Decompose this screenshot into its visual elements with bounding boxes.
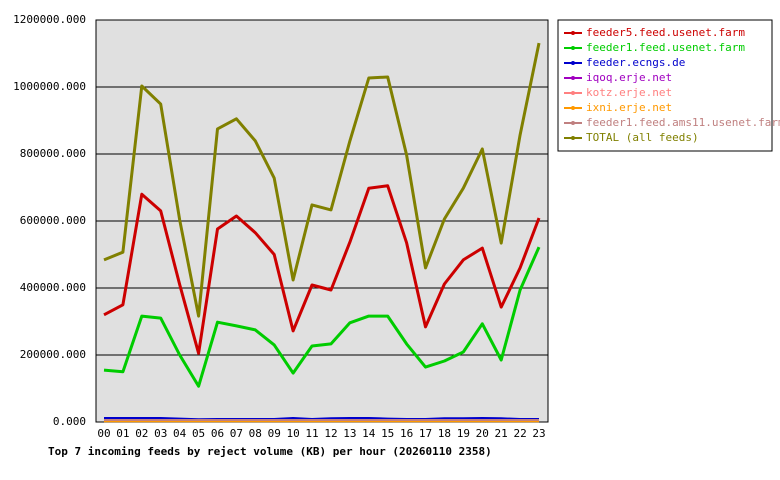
legend-label: kotz.erje.net	[586, 86, 672, 99]
x-tick-label: 01	[116, 427, 129, 440]
x-tick-label: 04	[173, 427, 187, 440]
legend-dot	[571, 91, 575, 95]
x-tick-label: 12	[324, 427, 337, 440]
series-line	[104, 417, 539, 421]
legend-dot	[571, 76, 575, 80]
x-tick-label: 17	[419, 427, 432, 440]
x-tick-label: 19	[457, 427, 470, 440]
x-tick-label: 07	[230, 427, 243, 440]
legend-label: feeder5.feed.usenet.farm	[586, 26, 745, 39]
x-tick-label: 03	[154, 427, 167, 440]
x-tick-label: 00	[97, 427, 110, 440]
y-tick-label: 600000.000	[20, 214, 86, 227]
legend-box	[557, 19, 773, 152]
legend-label: feeder1.feed.ams11.usenet.farm	[586, 116, 780, 129]
legend-dot	[571, 61, 575, 65]
legend-label: feeder.ecngs.de	[586, 56, 685, 69]
x-tick-label: 02	[135, 427, 148, 440]
x-tick-label: 14	[362, 427, 376, 440]
series-line	[103, 246, 541, 388]
x-tick-label: 16	[400, 427, 413, 440]
y-tick-label: 800000.000	[20, 147, 86, 160]
x-tick-label: 09	[268, 427, 281, 440]
y-tick-label: 1200000.000	[13, 13, 86, 26]
legend-dot	[571, 106, 575, 110]
y-tick-label: 400000.000	[20, 281, 86, 294]
x-tick-label: 21	[495, 427, 508, 440]
legend-label: iqoq.erje.net	[586, 71, 672, 84]
legend-dot	[571, 121, 575, 125]
x-tick-label: 22	[513, 427, 526, 440]
x-tick-label: 18	[438, 427, 451, 440]
x-tick-label: 20	[476, 427, 489, 440]
legend-label: ixni.erje.net	[586, 101, 672, 114]
legend-label: feeder1.feed.usenet.farm	[586, 41, 745, 54]
x-tick-label: 23	[532, 427, 545, 440]
legend-dot	[571, 46, 575, 50]
x-tick-label: 08	[249, 427, 262, 440]
legend-dot	[571, 136, 575, 140]
series-line	[103, 42, 541, 318]
legend-label: TOTAL (all feeds)	[586, 131, 699, 144]
x-tick-label: 13	[343, 427, 356, 440]
x-tick-label: 10	[287, 427, 300, 440]
x-tick-label: 05	[192, 427, 205, 440]
y-tick-label: 0.000	[53, 415, 86, 428]
chart-title: Top 7 incoming feeds by reject volume (K…	[48, 445, 492, 458]
y-tick-label: 1000000.000	[13, 80, 86, 93]
x-tick-label: 06	[211, 427, 224, 440]
series-line	[103, 184, 541, 355]
x-tick-label: 15	[381, 427, 394, 440]
y-tick-label: 200000.000	[20, 348, 86, 361]
legend-dot	[571, 31, 575, 35]
x-tick-label: 11	[305, 427, 318, 440]
